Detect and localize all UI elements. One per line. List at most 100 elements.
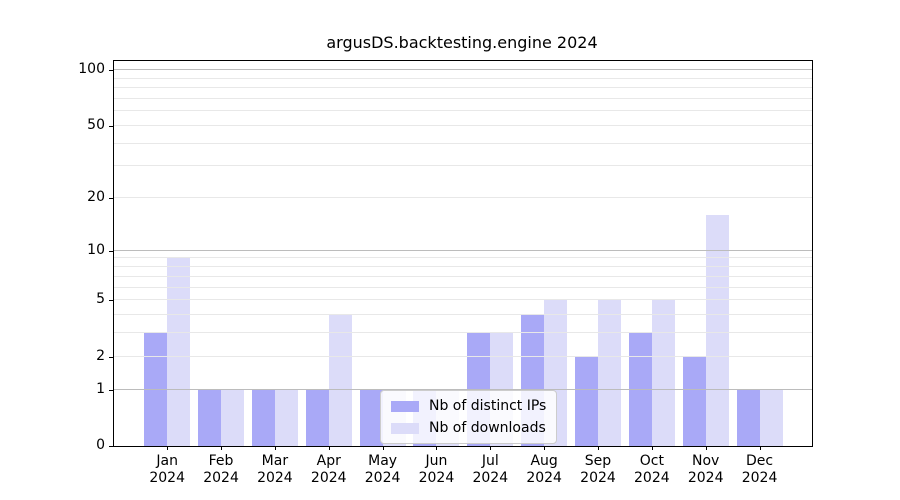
legend-label: Nb of downloads <box>429 420 546 436</box>
gridline-20 <box>114 197 812 199</box>
x-tick-label-line: Apr <box>316 453 341 469</box>
y-tick-mark-10 <box>109 250 114 252</box>
minor-gridline-3 <box>114 332 812 334</box>
x-tick-label-line: 2024 <box>472 470 509 486</box>
minor-gridline-8 <box>114 266 812 268</box>
y-tick-mark-20 <box>109 198 114 200</box>
y-tick-mark-5 <box>109 300 114 302</box>
bar-nb-of-downloads-mar-2024 <box>274 389 298 446</box>
x-tick-label-jan-2024: Jan 2024 <box>135 453 199 487</box>
gridline-5 <box>114 299 812 301</box>
x-tick-label-line: 2024 <box>634 470 670 486</box>
x-tick-label-line: Nov <box>692 453 720 469</box>
x-tick-label-line: 2024 <box>526 470 562 486</box>
legend-swatch-nb-of-distinct-ips <box>391 400 419 412</box>
x-tick-label-nov-2024: Nov 2024 <box>674 453 738 487</box>
x-tick-label-may-2024: May 2024 <box>351 453 415 487</box>
minor-gridline-7 <box>114 275 812 277</box>
legend: Nb of distinct IPs Nb of downloads <box>380 390 558 444</box>
x-tick-mark-may-2024 <box>382 446 384 450</box>
x-tick-label-line: 2024 <box>741 470 778 486</box>
x-tick-mark-sep-2024 <box>598 446 599 450</box>
plot-area: 0 1 2 5 10 20 50 100 Jan 2024 Feb 2024 Mar 2024 Apr 202… <box>78 60 813 486</box>
x-tick-label-mar-2024: Mar 2024 <box>243 453 307 487</box>
x-tick-label-line: May <box>368 453 398 469</box>
y-tick-label-10: 10 <box>87 241 105 258</box>
chart-title: argusDS.backtesting.engine 2024 <box>326 33 598 52</box>
x-tick-label-line: Feb <box>208 453 234 469</box>
x-tick-label-aug-2024: Aug 2024 <box>512 453 576 487</box>
gridline-2 <box>114 355 812 357</box>
bar-nb-of-distinct-ips-feb-2024 <box>198 389 222 446</box>
x-tick-mark-jun-2024 <box>436 446 438 450</box>
bar-nb-of-downloads-oct-2024 <box>651 300 675 446</box>
gridline-1 <box>114 388 812 390</box>
minor-gridline-30 <box>114 165 812 167</box>
x-tick-label-line: 2024 <box>418 470 455 486</box>
minor-gridline-9 <box>114 257 812 259</box>
y-tick-label-20: 20 <box>87 189 105 206</box>
x-tick-mark-mar-2024 <box>274 446 276 450</box>
y-tick-mark-100 <box>109 70 114 72</box>
bar-nb-of-distinct-ips-apr-2024 <box>305 389 329 446</box>
x-tick-label-line: 2024 <box>203 470 239 486</box>
legend-label: Nb of distinct IPs <box>429 398 547 414</box>
minor-gridline-6 <box>114 286 812 288</box>
x-tick-label-line: Dec <box>746 453 774 469</box>
minor-gridline-70 <box>114 97 812 99</box>
bar-nb-of-distinct-ips-sep-2024 <box>575 356 598 446</box>
y-tick-label-0: 0 <box>96 437 105 453</box>
gridline-10 <box>114 249 812 251</box>
y-tick-mark-0 <box>109 446 114 447</box>
bar-nb-of-distinct-ips-may-2024 <box>359 389 383 446</box>
y-tick-mark-50 <box>109 125 114 127</box>
y-tick-label-2: 2 <box>96 347 105 364</box>
legend-swatch-nb-of-downloads <box>391 422 419 434</box>
y-tick-label-1: 1 <box>96 380 105 397</box>
minor-gridline-40 <box>114 142 812 144</box>
y-tick-label-50: 50 <box>87 116 105 133</box>
x-tick-label-line: 2024 <box>257 470 293 486</box>
minor-gridline-80 <box>114 87 812 89</box>
x-tick-mark-apr-2024 <box>328 446 330 450</box>
bar-nb-of-distinct-ips-dec-2024 <box>736 389 760 446</box>
x-tick-label-line: 2024 <box>364 470 401 486</box>
x-tick-label-line: Jul <box>481 453 499 469</box>
x-tick-label-line: Mar <box>261 453 289 469</box>
bar-nb-of-downloads-dec-2024 <box>759 389 783 446</box>
bar-nb-of-distinct-ips-mar-2024 <box>251 389 275 446</box>
x-tick-label-oct-2024: Oct 2024 <box>620 453 684 487</box>
x-tick-mark-feb-2024 <box>221 446 223 450</box>
x-tick-mark-aug-2024 <box>544 446 546 450</box>
x-tick-label-jul-2024: Jul 2024 <box>458 453 522 487</box>
bar-nb-of-downloads-feb-2024 <box>221 389 245 446</box>
bar-nb-of-distinct-ips-nov-2024 <box>682 356 706 446</box>
x-tick-mark-dec-2024 <box>759 446 761 450</box>
y-tick-label-100: 100 <box>78 61 105 78</box>
bar-nb-of-downloads-jan-2024 <box>167 258 191 446</box>
x-tick-label-feb-2024: Feb 2024 <box>189 453 253 487</box>
x-tick-label-line: Aug <box>530 453 558 469</box>
x-tick-mark-oct-2024 <box>651 446 653 450</box>
x-tick-label-apr-2024: Apr 2024 <box>297 453 361 487</box>
gridline-100 <box>114 69 812 71</box>
gridline-50 <box>114 124 812 126</box>
x-tick-label-line: Oct <box>639 453 664 469</box>
legend-item-nb-of-distinct-ips: Nb of distinct IPs <box>391 398 546 414</box>
x-tick-mark-jul-2024 <box>490 446 492 450</box>
x-tick-mark-nov-2024 <box>705 446 707 450</box>
x-tick-label-jun-2024: Jun 2024 <box>404 453 468 487</box>
x-tick-label-line: 2024 <box>310 470 347 486</box>
bar-nb-of-downloads-sep-2024 <box>598 300 621 446</box>
minor-gridline-60 <box>114 110 812 112</box>
y-tick-mark-2 <box>109 356 114 358</box>
bar-nb-of-downloads-nov-2024 <box>705 215 729 446</box>
minor-gridline-4 <box>114 313 812 315</box>
y-tick-label-5: 5 <box>96 291 105 308</box>
x-tick-label-sep-2024: Sep 2024 <box>566 453 630 487</box>
legend-item-nb-of-downloads: Nb of downloads <box>391 420 546 436</box>
x-tick-label-line: 2024 <box>149 470 185 486</box>
x-tick-label-line: 2024 <box>687 470 724 486</box>
minor-gridline-90 <box>114 77 812 79</box>
x-tick-mark-jan-2024 <box>167 446 169 450</box>
